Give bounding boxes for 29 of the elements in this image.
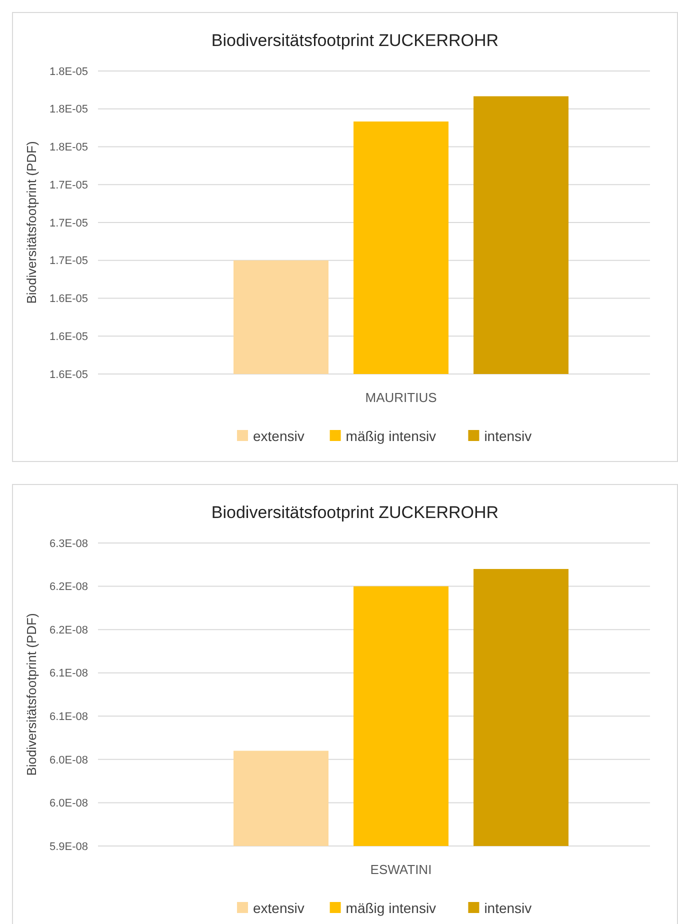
y-tick-label: 1.6E-05 bbox=[49, 330, 88, 343]
legend-label: intensiv bbox=[484, 428, 532, 444]
y-tick-label: 5.9E-08 bbox=[49, 840, 88, 853]
y-tick-label: 1.8E-05 bbox=[49, 66, 88, 78]
y-tick-label: 6.2E-08 bbox=[49, 581, 88, 594]
chart-title: Biodiversitätsfootprint ZUCKERROHR bbox=[211, 31, 499, 50]
y-axis-title: Biodiversitätsfootprint (PDF) bbox=[24, 141, 39, 304]
chart-title: Biodiversitätsfootprint ZUCKERROHR bbox=[211, 503, 499, 522]
legend-label: extensiv bbox=[253, 900, 304, 916]
legend-label: mäßig intensiv bbox=[346, 428, 436, 444]
y-axis-title: Biodiversitätsfootprint (PDF) bbox=[24, 613, 39, 776]
legend-label: intensiv bbox=[484, 900, 532, 916]
y-tick-label: 1.7E-05 bbox=[49, 179, 88, 192]
y-tick-label: 1.6E-05 bbox=[49, 293, 88, 306]
legend-label: extensiv bbox=[253, 428, 304, 444]
y-tick-label: 1.8E-05 bbox=[49, 142, 88, 154]
y-tick-label: 1.8E-05 bbox=[49, 104, 88, 116]
y-tick-label: 1.7E-05 bbox=[49, 255, 88, 268]
y-tick-label: 6.2E-08 bbox=[49, 624, 88, 636]
y-tick-label: 6.0E-08 bbox=[49, 754, 88, 766]
y-tick-label: 1.6E-05 bbox=[49, 368, 88, 381]
y-tick-label: 6.1E-08 bbox=[49, 668, 88, 680]
y-tick-label: 6.0E-08 bbox=[49, 798, 88, 810]
legend-label: mäßig intensiv bbox=[346, 900, 436, 916]
y-tick-label: 1.7E-05 bbox=[49, 217, 88, 230]
y-tick-label: 6.1E-08 bbox=[49, 710, 88, 723]
x-tick-label: MAURITIUS bbox=[365, 390, 438, 405]
y-tick-label: 6.3E-08 bbox=[49, 538, 88, 550]
x-tick-label: ESWATINI bbox=[370, 862, 432, 877]
